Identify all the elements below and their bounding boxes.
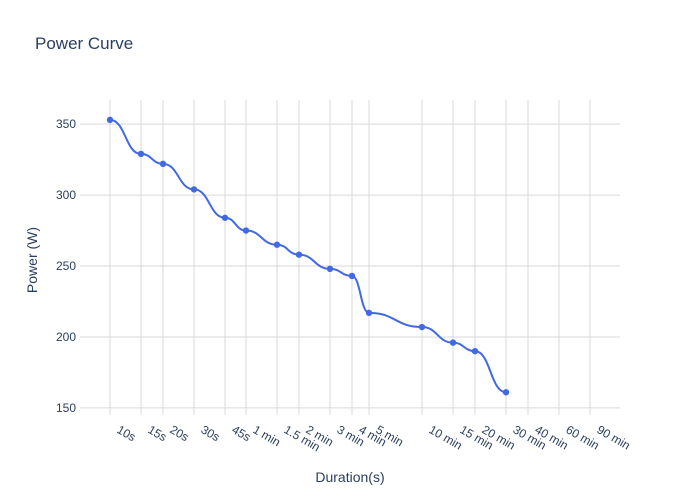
series-layer <box>106 116 510 396</box>
data-point <box>449 339 457 346</box>
data-point <box>295 251 303 258</box>
y-tick-label: 200 <box>56 330 76 344</box>
x-tick-label: 10s <box>115 422 139 444</box>
y-tick-label: 250 <box>56 259 76 273</box>
x-tick-label: 15s <box>146 422 170 444</box>
x-tick-label: 45s <box>230 422 254 444</box>
x-tick-label: 20s <box>168 422 192 444</box>
data-point <box>348 272 356 280</box>
x-axis-label: Duration(s) <box>315 469 384 485</box>
x-tick-label: 60 min <box>564 422 602 452</box>
data-point <box>242 227 250 234</box>
data-point <box>502 389 510 396</box>
data-point <box>221 214 229 221</box>
y-tick-label: 150 <box>56 401 76 415</box>
data-point <box>159 160 167 168</box>
x-tick-label: 1 min <box>251 422 283 449</box>
data-point <box>365 309 373 317</box>
grid-layer <box>80 100 620 415</box>
y-axis-label: Power (W) <box>24 227 40 293</box>
y-tick-label: 350 <box>56 117 76 131</box>
power-line <box>109 118 507 394</box>
data-point <box>190 186 198 193</box>
data-point <box>106 116 114 124</box>
data-point <box>273 241 281 248</box>
chart-title: Power Curve <box>35 34 134 53</box>
data-point <box>137 150 145 158</box>
data-point <box>326 265 334 273</box>
x-tick-label: 30s <box>199 422 223 444</box>
data-point <box>471 347 479 355</box>
data-point <box>418 323 426 331</box>
x-tick-label: 90 min <box>595 422 633 452</box>
y-tick-label: 300 <box>56 188 76 202</box>
x-tick-label: 10 min <box>427 422 465 452</box>
